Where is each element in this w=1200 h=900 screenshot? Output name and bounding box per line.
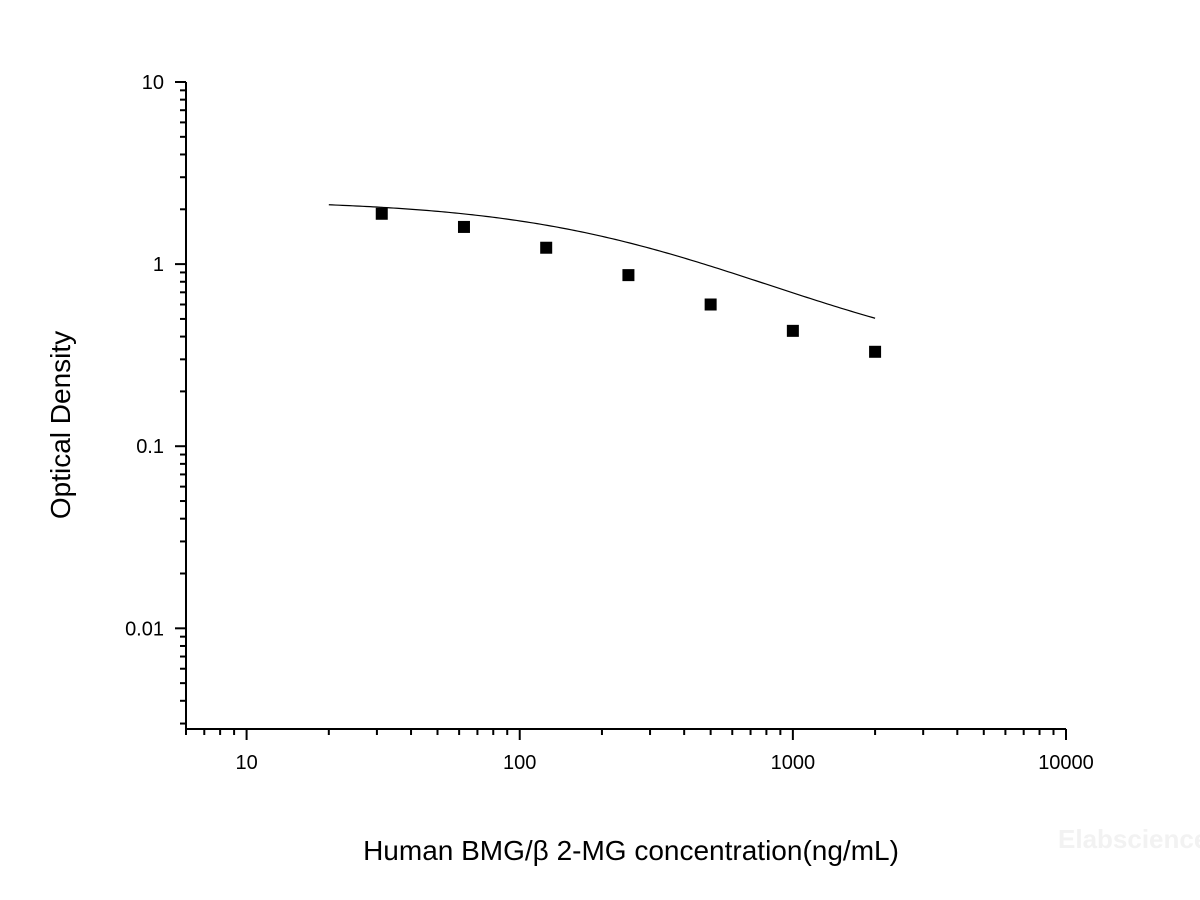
y-tick-label: 1: [153, 254, 164, 276]
data-point: [375, 207, 388, 220]
axes: 10 100 1000 10000 10 1 0.1 0.01: [125, 72, 1094, 774]
x-tick-label: 10000: [1038, 752, 1094, 774]
x-axis-title: Human BMG/β 2-MG concentration(ng/mL): [363, 835, 899, 866]
y-axis-title: Optical Density: [45, 331, 76, 519]
data-point: [540, 241, 553, 254]
y-tick-label: 0.01: [125, 618, 164, 640]
data-point: [622, 269, 635, 282]
fit-curve-group: [328, 204, 876, 319]
x-tick-label: 10: [235, 752, 257, 774]
data-point: [704, 298, 717, 311]
data-point: [457, 220, 470, 233]
x-tick-label: 1000: [771, 752, 816, 774]
data-point: [786, 324, 799, 337]
data-points-group: [375, 207, 882, 358]
data-point: [869, 345, 882, 358]
y-tick-label: 10: [142, 72, 164, 94]
watermark-text: Elabscience: [1058, 824, 1200, 854]
x-tick-label: 100: [503, 752, 536, 774]
y-tick-label: 0.1: [136, 436, 164, 458]
fit-curve-line: [328, 204, 876, 319]
